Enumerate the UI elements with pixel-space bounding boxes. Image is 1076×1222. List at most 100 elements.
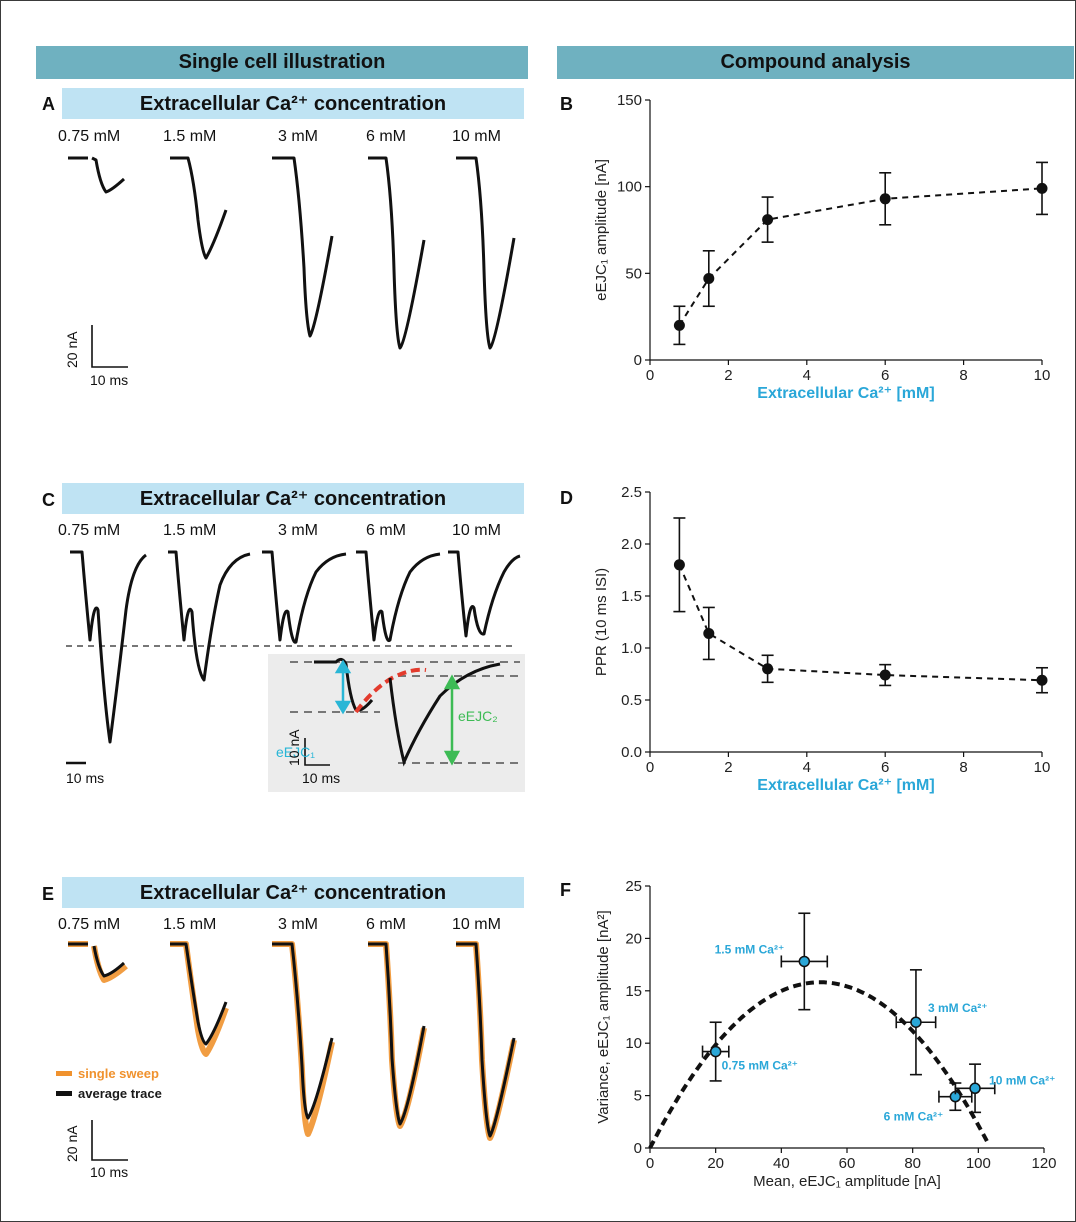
trace-a-3 (368, 156, 426, 350)
condition-label-c-1: 1.5 mM (163, 522, 217, 539)
chart-f-ytick-label-1: 5 (634, 1088, 642, 1105)
chart-f-ytick-label-3: 15 (625, 983, 642, 1000)
chart-d-xtick-label-4: 8 (959, 759, 967, 776)
chart-f-point-label-3: 6 mM Ca²⁺ (884, 1110, 944, 1124)
chart-b-ytick-label-0: 0 (634, 352, 642, 369)
trace-a-0 (68, 156, 126, 194)
average-traces-e (68, 942, 516, 1138)
chart-d-ytick-label-1: 0.5 (621, 692, 642, 709)
condition-label-a-2: 3 mM (278, 128, 318, 145)
chart-f: 0 20 40 60 80 100 120 0 5 10 15 20 25 0.75 mM Ca²⁺ 1.5… (595, 878, 1057, 1190)
chart-f-xtick-label-2: 40 (773, 1155, 790, 1172)
chart-d-xlabel: Extracellular Ca²⁺ [mM] (757, 777, 934, 794)
chart-f-xtick-label-1: 20 (707, 1155, 724, 1172)
chart-d-xtick-label-5: 10 (1034, 759, 1051, 776)
chart-f-point-2 (910, 1016, 922, 1028)
condition-label-a-4: 10 mM (452, 128, 501, 145)
trace-c-4 (448, 550, 521, 638)
trace-c-1 (168, 550, 251, 682)
chart-d-series-line (678, 564, 1043, 682)
chart-f-point-label-4: 10 mM Ca²⁺ (989, 1073, 1055, 1087)
scalebar-e-time-label: 10 ms (90, 1164, 129, 1180)
panel-letter-a: A (42, 94, 55, 114)
chart-d-xtick-label-0: 0 (646, 759, 654, 776)
chart-f-ytick-label-2: 10 (625, 1035, 642, 1052)
panel-letter-f: F (560, 880, 571, 900)
chart-b-xtick-label-3: 6 (881, 367, 889, 384)
condition-label-e-0: 0.75 mM (58, 916, 121, 933)
scalebar-e (91, 1120, 128, 1161)
chart-b-xtick-label-2: 4 (803, 367, 811, 384)
chart-d-xtick-label-1: 2 (724, 759, 732, 776)
chart-f-point-0 (709, 1045, 722, 1058)
traces-panel-a (68, 156, 516, 368)
chart-b-point-4 (1036, 182, 1048, 194)
trace-c-0 (70, 550, 147, 744)
chart-d-ytick-label-2: 1.0 (621, 640, 642, 657)
trace-c-3 (356, 550, 441, 643)
header-single-cell: Single cell illustration (36, 46, 528, 79)
chart-d-point-2 (762, 663, 774, 675)
condition-label-c-2: 3 mM (278, 522, 318, 539)
inset-time-label: 10 ms (302, 770, 341, 786)
panel-letter-d: D (560, 488, 573, 508)
condition-label-e-1: 1.5 mM (163, 916, 217, 933)
panel-letter-e: E (42, 884, 55, 904)
chart-b-xlabel: Extracellular Ca²⁺ [mM] (757, 385, 934, 402)
chart-b-xtick-label-5: 10 (1034, 367, 1051, 384)
scalebar-a (91, 325, 128, 368)
chart-d-ytick-label-4: 2.0 (621, 536, 642, 553)
chart-b-point-1 (703, 273, 715, 285)
trace-a-4 (456, 156, 516, 350)
chart-b-xtick-label-4: 8 (959, 367, 967, 384)
condition-label-c-4: 10 mM (452, 522, 501, 539)
chart-f-point-1 (798, 955, 811, 968)
chart-f-xlabel: Mean, eEJC₁ amplitude [nA] (753, 1173, 941, 1190)
inset-eejc2-label: eEJC₂ (458, 708, 498, 724)
trace-a-2 (272, 156, 334, 338)
chart-d-xtick-label-2: 4 (803, 759, 811, 776)
chart-b-series-line (678, 187, 1043, 326)
trace-a-1 (170, 156, 228, 260)
chart-b-ylabel: eEJC₁ amplitude [nA] (593, 159, 610, 301)
concentration-bar-c: Extracellular Ca²⁺ concentration (62, 483, 524, 514)
chart-b-point-0 (673, 319, 685, 331)
condition-label-e-4: 10 mM (452, 916, 501, 933)
chart-b-xtick-label-1: 2 (724, 367, 732, 384)
scalebar-e-current-label: 20 nA (64, 1125, 80, 1162)
chart-f-ylabel: Variance, eEJC₁ amplitude [nA²] (595, 910, 612, 1123)
chart-d-point-4 (1036, 674, 1048, 686)
chart-f-point-label-0: 0.75 mM Ca²⁺ (722, 1059, 798, 1073)
legend-average-text: average trace (78, 1086, 162, 1101)
chart-f-xtick-label-3: 60 (839, 1155, 856, 1172)
concentration-bar-e: Extracellular Ca²⁺ concentration (62, 877, 524, 908)
chart-f-xtick-label-6: 120 (1031, 1155, 1056, 1172)
legend-single-swatch (56, 1071, 72, 1076)
chart-d: 0 2 4 6 8 10 0.0 0.5 1.0 1.5 2.0 2.5 Extracellular C… (593, 484, 1051, 794)
chart-f-xtick-label-5: 100 (966, 1155, 991, 1172)
header-compound-analysis: Compound analysis (557, 46, 1074, 79)
chart-b-point-3 (879, 193, 891, 205)
chart-b-ytick-label-2: 100 (617, 179, 642, 196)
inset-eejc2-text: eEJC₂ (458, 708, 498, 724)
chart-d-point-1 (703, 627, 715, 639)
chart-d-point-0 (673, 559, 685, 571)
chart-f-xtick-label-4: 80 (904, 1155, 921, 1172)
condition-label-a-1: 1.5 mM (163, 128, 217, 145)
chart-b-xtick-label-0: 0 (646, 367, 654, 384)
chart-f-xtick-label-0: 0 (646, 1155, 654, 1172)
trace-c-2 (262, 550, 347, 644)
chart-d-ytick-label-0: 0.0 (621, 744, 642, 761)
condition-label-c-3: 6 mM (366, 522, 406, 539)
traces-panel-c (66, 550, 521, 767)
panel-letter-c: C (42, 490, 55, 510)
chart-b-point-2 (762, 214, 774, 226)
chart-f-point-label-2: 3 mM Ca²⁺ (928, 1001, 988, 1015)
chart-d-xtick-label-3: 6 (881, 759, 889, 776)
chart-f-point-label-1: 1.5 mM Ca²⁺ (715, 942, 785, 956)
inset-drawing (290, 657, 520, 767)
chart-d-ytick-label-3: 1.5 (621, 588, 642, 605)
chart-d-ylabel: PPR (10 ms ISI) (593, 568, 610, 676)
chart-b-ytick-label-3: 150 (617, 92, 642, 109)
